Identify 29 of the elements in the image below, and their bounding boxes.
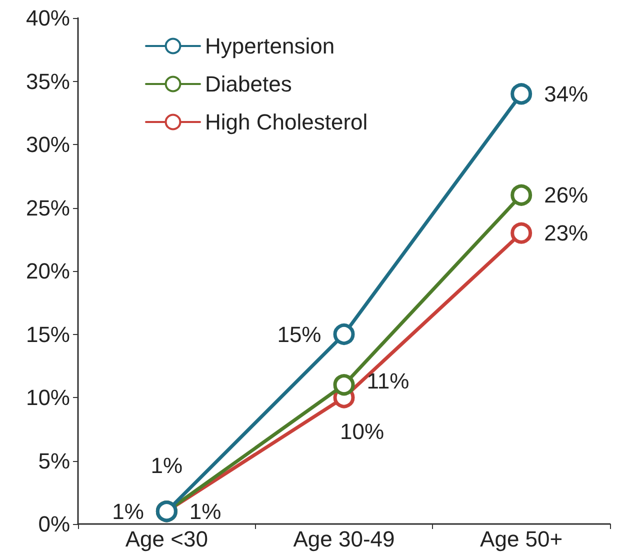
- data-label: 34%: [544, 81, 588, 106]
- legend-label: Hypertension: [205, 34, 335, 58]
- y-tick-label: 5%: [38, 448, 70, 474]
- y-tick-label: 35%: [26, 68, 70, 94]
- y-tick-label: 25%: [26, 195, 70, 220]
- y-tick-label: 10%: [26, 385, 70, 410]
- point: [333, 324, 355, 345]
- y-tick-label: 30%: [26, 132, 70, 157]
- x-tick-label: Age 50+: [480, 526, 563, 552]
- legend-label: Diabetes: [205, 72, 292, 96]
- data-label: 10%: [340, 418, 384, 444]
- legend-label: High Cholesterol: [205, 110, 368, 134]
- data-label: 11%: [366, 368, 410, 394]
- data-label: 26%: [544, 182, 588, 208]
- y-tick-label: 20%: [26, 258, 70, 284]
- y-tick-label: 0%: [38, 512, 70, 536]
- point: [510, 83, 532, 105]
- point: [510, 184, 532, 206]
- y-tick-label: 15%: [26, 322, 70, 347]
- point: [510, 222, 532, 244]
- data-label: 23%: [544, 220, 588, 246]
- point: [333, 374, 355, 396]
- data-label: 1%: [150, 453, 183, 478]
- x-tick-label: Age 30-49: [293, 526, 395, 552]
- data-label: 15%: [277, 322, 322, 347]
- data-label: 1%: [112, 498, 144, 524]
- data-label: 1%: [189, 498, 222, 524]
- x-tick-label: Age <30: [125, 526, 208, 552]
- y-tick-label: 40%: [26, 6, 70, 30]
